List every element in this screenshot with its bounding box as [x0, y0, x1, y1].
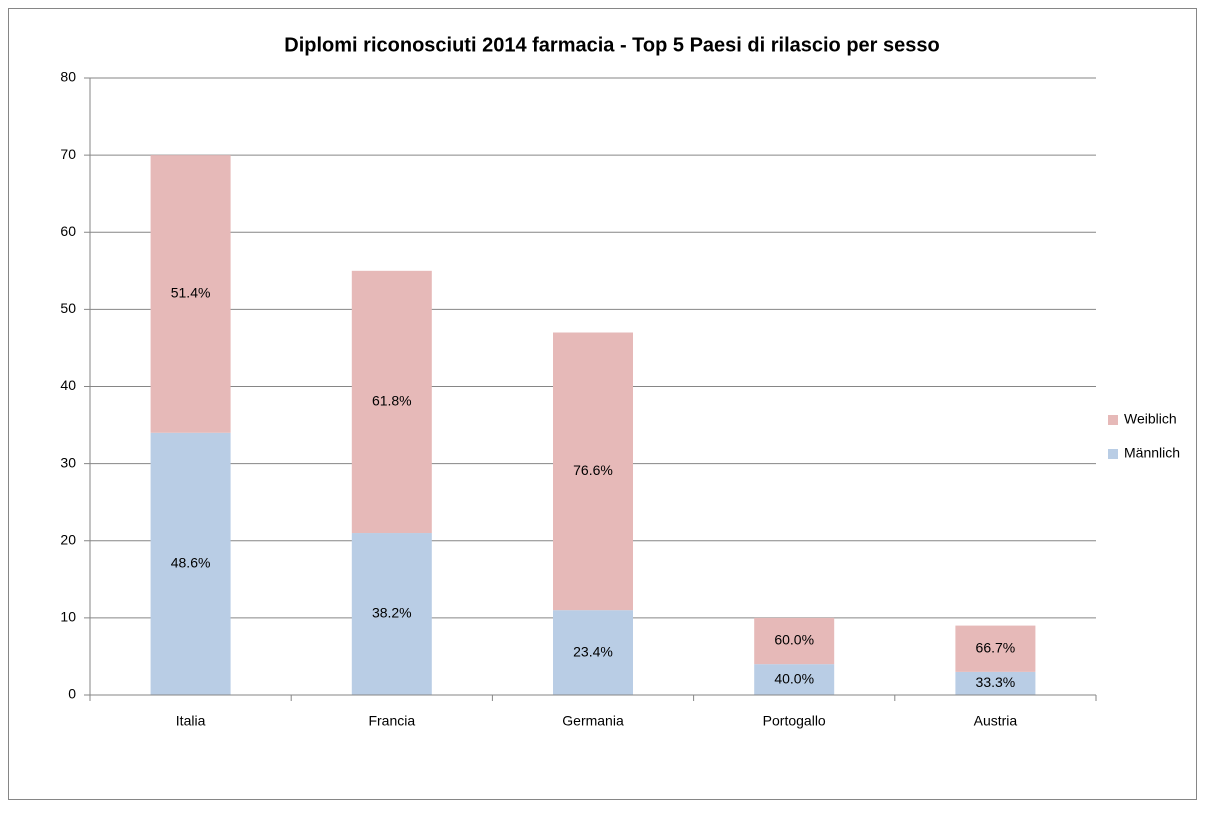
data-label: 76.6% — [573, 462, 613, 478]
data-label: 38.2% — [372, 605, 412, 621]
y-tick-label: 50 — [60, 300, 76, 316]
bar — [351, 270, 432, 534]
data-label: 33.3% — [976, 674, 1016, 690]
bar — [553, 610, 633, 695]
data-label: 66.7% — [976, 639, 1016, 655]
data-label: 23.4% — [573, 643, 613, 659]
data-label: 51.4% — [171, 285, 211, 301]
legend-label: Weiblich — [1124, 411, 1177, 427]
data-label: 61.8% — [372, 393, 412, 409]
bar — [754, 664, 835, 695]
legend-swatch — [1108, 415, 1118, 425]
chart-title: Diplomi riconosciuti 2014 farmacia - Top… — [284, 34, 939, 56]
legend-label: Männlich — [1124, 445, 1180, 461]
x-tick-label: Austria — [974, 713, 1018, 729]
y-tick-label: 70 — [60, 146, 76, 162]
y-tick-label: 0 — [68, 686, 76, 702]
x-tick-label: Portogallo — [763, 713, 826, 729]
bar — [150, 432, 231, 695]
bar — [955, 671, 1036, 695]
x-tick-label: Francia — [368, 713, 415, 729]
x-tick-label: Germania — [562, 713, 624, 729]
bar — [150, 155, 231, 433]
x-tick-label: Italia — [176, 713, 206, 729]
bar — [955, 625, 1036, 672]
y-tick-label: 40 — [60, 377, 76, 393]
bar — [754, 617, 835, 665]
bar — [351, 533, 432, 695]
y-tick-label: 60 — [60, 223, 76, 239]
legend-swatch — [1108, 449, 1118, 459]
data-label: 60.0% — [774, 632, 814, 648]
y-tick-label: 10 — [60, 609, 76, 625]
y-tick-label: 80 — [60, 69, 76, 85]
data-label: 48.6% — [171, 555, 211, 571]
bar — [553, 332, 633, 611]
data-label: 40.0% — [774, 670, 814, 686]
y-tick-label: 20 — [60, 531, 76, 547]
y-tick-label: 30 — [60, 454, 76, 470]
